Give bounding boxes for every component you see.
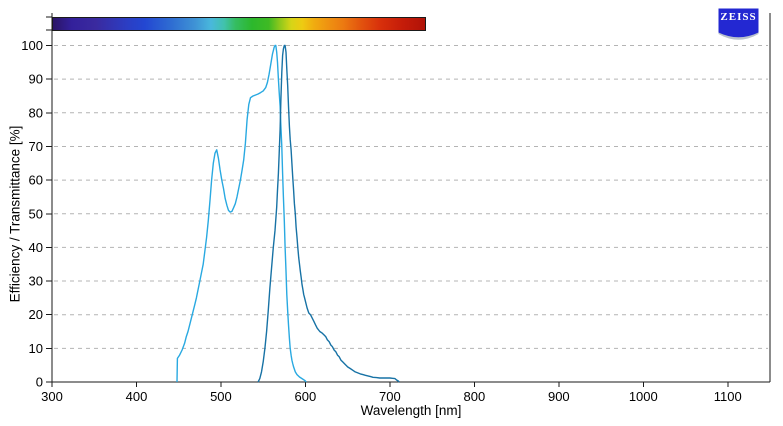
y-tick-label: 50 — [29, 206, 43, 221]
x-axis-title: Wavelength [nm] — [360, 403, 462, 418]
y-tick-label: 20 — [29, 307, 43, 322]
zeiss-logo-square — [718, 8, 759, 38]
zeiss-logo: ZEISS — [718, 8, 759, 42]
zeiss-logo-text: ZEISS — [720, 11, 757, 23]
y-tick-label: 60 — [29, 173, 43, 188]
y-tick-label: 10 — [29, 341, 43, 356]
wavelength-spectrum-colorbar — [52, 17, 427, 31]
y-tick-label: 100 — [21, 38, 43, 53]
y-axis-title: Efficiency / Transmittance [%] — [7, 125, 23, 303]
x-tick-label: 900 — [548, 389, 570, 404]
zeiss-logo-mark — [718, 8, 759, 40]
x-tick-label: 700 — [379, 389, 401, 404]
x-tick-label: 400 — [126, 389, 148, 404]
x-tick-label: 600 — [295, 389, 317, 404]
y-tick-label: 30 — [29, 274, 43, 289]
y-tick-label: 80 — [29, 105, 43, 120]
y-tick-label: 40 — [29, 240, 43, 255]
x-tick-label: 1100 — [714, 389, 742, 404]
x-tick-label: 800 — [464, 389, 486, 404]
y-tick-label: 0 — [36, 375, 43, 390]
y-tick-label: 70 — [29, 139, 43, 154]
excitation-spectrum-curve — [176, 44, 307, 383]
y-tick-label: 90 — [29, 72, 43, 87]
emission-spectrum-curve — [257, 44, 400, 383]
x-tick-label: 300 — [41, 389, 63, 404]
x-tick-label: 1000 — [629, 389, 658, 404]
x-tick-label: 500 — [210, 389, 232, 404]
